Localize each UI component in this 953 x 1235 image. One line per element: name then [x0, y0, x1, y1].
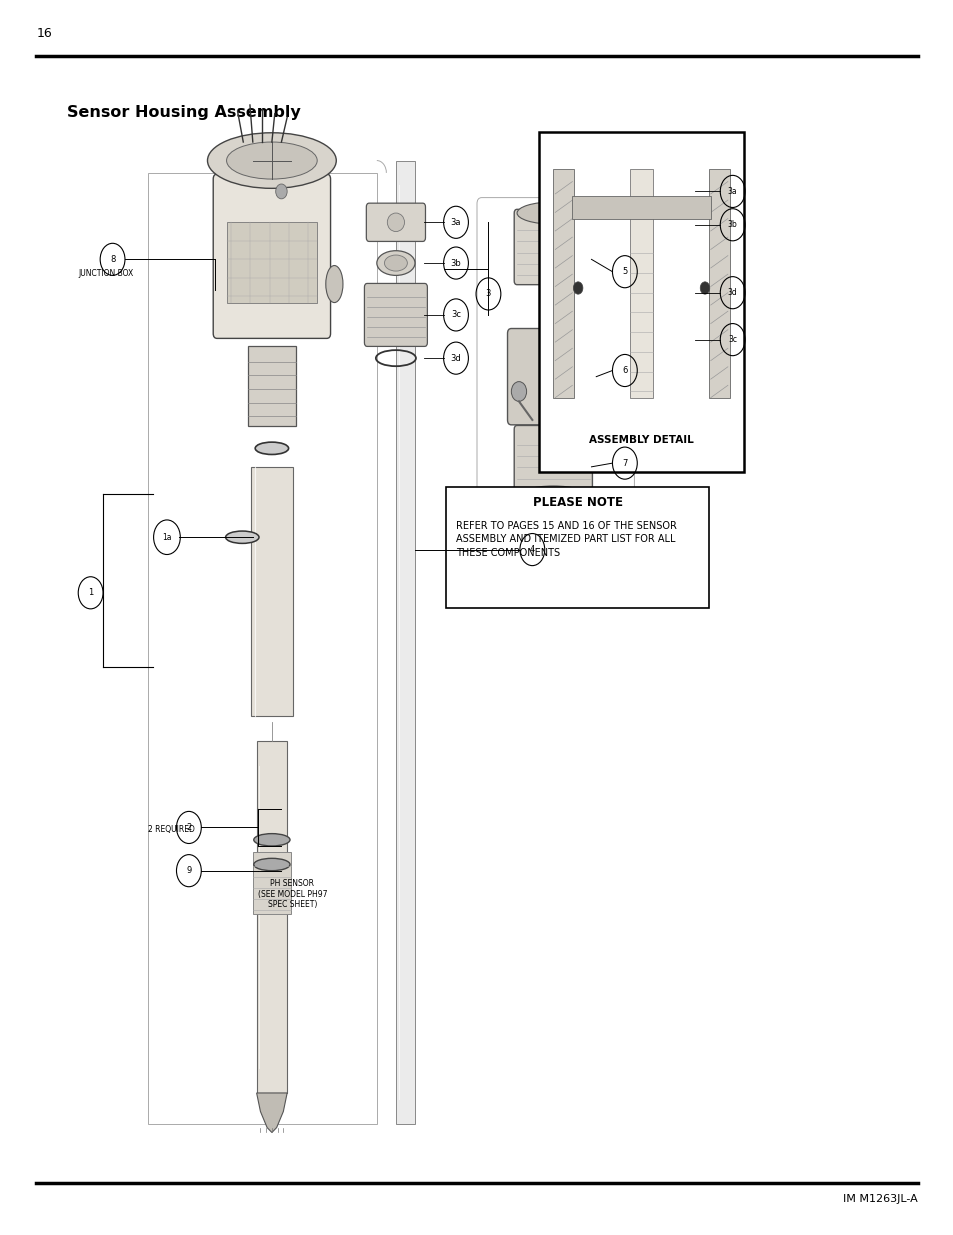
Text: 8: 8	[110, 254, 115, 264]
Polygon shape	[256, 1093, 287, 1132]
Text: 7: 7	[621, 458, 627, 468]
Text: 6: 6	[621, 366, 627, 375]
Ellipse shape	[253, 858, 290, 871]
Bar	[395, 161, 415, 1124]
Bar	[629, 169, 652, 398]
Bar	[446, 487, 708, 608]
Text: PH SENSOR
(SEE MODEL PH97
SPEC SHEET): PH SENSOR (SEE MODEL PH97 SPEC SHEET)	[257, 879, 327, 909]
Text: 3c: 3c	[727, 335, 737, 345]
FancyBboxPatch shape	[588, 364, 616, 389]
Ellipse shape	[384, 256, 407, 272]
Bar	[572, 196, 710, 219]
Text: 1: 1	[88, 588, 93, 598]
Text: Sensor Housing Assembly: Sensor Housing Assembly	[67, 105, 300, 120]
FancyBboxPatch shape	[563, 135, 582, 256]
Text: 3d: 3d	[450, 353, 461, 363]
Circle shape	[573, 282, 582, 294]
Ellipse shape	[207, 133, 335, 188]
Text: 5: 5	[621, 267, 627, 277]
Text: 3: 3	[485, 289, 491, 299]
Text: 9: 9	[186, 866, 192, 876]
Ellipse shape	[253, 834, 290, 846]
Ellipse shape	[254, 442, 288, 454]
Circle shape	[700, 282, 709, 294]
FancyBboxPatch shape	[514, 209, 592, 284]
Ellipse shape	[387, 214, 404, 232]
Text: REFER TO PAGES 15 AND 16 OF THE SENSOR
ASSEMBLY AND ITEMIZED PART LIST FOR ALL
T: REFER TO PAGES 15 AND 16 OF THE SENSOR A…	[456, 521, 677, 557]
Text: IM M1263JL-A: IM M1263JL-A	[842, 1194, 917, 1204]
Bar	[251, 467, 293, 716]
Text: 3c: 3c	[451, 310, 460, 320]
Text: 1a: 1a	[162, 532, 172, 542]
Text: 3b: 3b	[450, 258, 461, 268]
Text: 3b: 3b	[727, 220, 737, 230]
FancyBboxPatch shape	[364, 283, 427, 347]
Text: PLEASE NOTE: PLEASE NOTE	[532, 496, 622, 510]
FancyBboxPatch shape	[514, 425, 592, 501]
Bar	[226, 222, 316, 303]
Bar	[538, 132, 743, 472]
Ellipse shape	[541, 362, 564, 393]
Text: 2: 2	[186, 823, 192, 832]
Ellipse shape	[226, 142, 316, 179]
Circle shape	[275, 184, 287, 199]
FancyBboxPatch shape	[366, 204, 425, 242]
Text: 3a: 3a	[450, 217, 461, 227]
Ellipse shape	[517, 203, 589, 225]
Ellipse shape	[376, 251, 415, 275]
Ellipse shape	[225, 531, 258, 543]
FancyBboxPatch shape	[507, 329, 598, 425]
Ellipse shape	[325, 266, 343, 303]
Text: 3d: 3d	[727, 288, 737, 298]
Text: 2 REQUIRED: 2 REQUIRED	[148, 825, 194, 834]
Text: ASSEMBLY DETAIL: ASSEMBLY DETAIL	[589, 435, 693, 445]
Text: 16: 16	[36, 26, 52, 40]
Text: 3a: 3a	[727, 186, 737, 196]
Bar	[256, 741, 287, 1093]
Bar	[253, 852, 291, 914]
Circle shape	[511, 382, 526, 401]
Bar	[148, 173, 376, 1124]
Bar	[553, 169, 574, 398]
Bar	[708, 169, 729, 398]
Text: 4: 4	[529, 545, 535, 555]
FancyBboxPatch shape	[248, 346, 295, 426]
Ellipse shape	[517, 485, 589, 509]
FancyBboxPatch shape	[213, 174, 330, 338]
Text: JUNCTION BOX: JUNCTION BOX	[78, 269, 133, 278]
